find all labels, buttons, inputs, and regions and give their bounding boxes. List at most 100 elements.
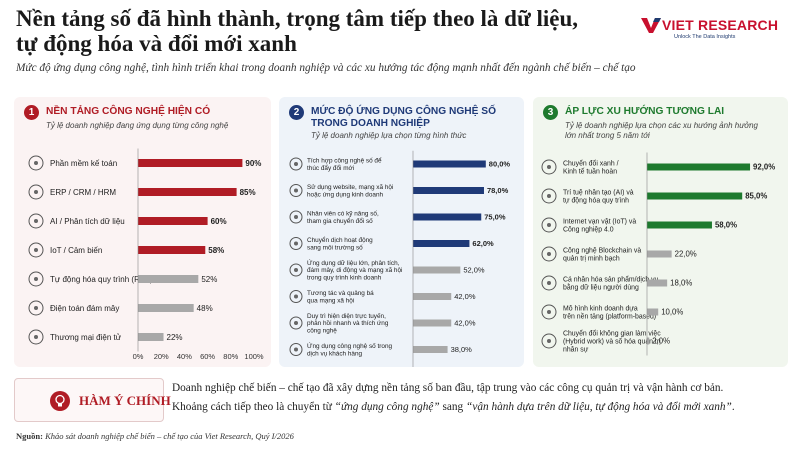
category-label-line: Trí tuệ nhân tạo (AI) và: [563, 189, 634, 196]
category-label-line: Ứng dụng dữ liệu lớn, phân tích,: [307, 258, 400, 267]
category-label-line: Nhân viên có kỹ năng số,: [307, 209, 379, 218]
category-label-line: Phần mềm kế toán: [50, 159, 117, 168]
page-title: Nền tảng số đã hình thành, trọng tâm tiế…: [16, 6, 616, 56]
category-label-line: Chuyển đổi không gian làm việc: [563, 329, 661, 337]
robot-arm-icon-dot: [34, 277, 38, 281]
brand-name: VIET RESEARCH: [662, 17, 779, 33]
category-label: Công nghệ Blockchain và quản trị minh bạc…: [563, 247, 641, 262]
category-label: Trí tuệ nhân tạo (AI) và tự động hóa quy …: [563, 189, 634, 204]
category-label-line: Duy trì hiện diện trực tuyến,: [307, 311, 386, 320]
bar: [647, 221, 712, 229]
category-label-line: tham gia chuyển đổi số: [307, 216, 373, 225]
panel-future-trends: 3 ÁP LỰC XU HƯỚNG TƯƠNG LAI Tỷ lệ doanh …: [533, 97, 788, 367]
value-label: 2,0%: [652, 337, 670, 346]
calculator-icon: [28, 155, 44, 171]
bar: [138, 159, 243, 167]
analytics-icon-shape: [289, 263, 303, 277]
category-label-line: dịch vụ khách hàng: [307, 350, 363, 357]
category-label-line: IoT / Cảm biến: [50, 246, 102, 255]
bar: [413, 240, 470, 247]
blockchain-icon: [541, 246, 557, 262]
value-label: 62,0%: [472, 239, 494, 248]
panel-title-line-2: TRONG DOANH NGHIỆP: [311, 118, 430, 129]
chat-icon-shape: [289, 184, 303, 197]
chat-icon: [289, 184, 303, 197]
ai-chip-icon: [541, 188, 557, 204]
panel-subtitle: Tỷ lệ doanh nghiệp đang ứng dụng từng cô…: [46, 121, 229, 130]
platform-icon: [541, 304, 557, 320]
category-label: Nhân viên có kỹ năng số, tham gia chuyển …: [307, 209, 379, 225]
value-label: 90%: [245, 159, 261, 168]
robot-arm-icon: [28, 271, 44, 287]
category-label-line: đám mây, di động và mạng xã hội: [307, 267, 402, 274]
category-label: Sử dụng website, mạng xã hội hoặc ứng dụn…: [307, 183, 393, 198]
panel-title: ÁP LỰC XU HƯỚNG TƯƠNG LAI: [565, 106, 725, 117]
category-label-line: tự động hóa quy trình: [563, 197, 629, 204]
category-label: Tương tác và quảng bá qua mạng xã hội: [307, 290, 374, 304]
implication-line-2: Khoảng cách tiếp theo là chuyển từ “ứng …: [172, 401, 735, 413]
bar: [413, 266, 461, 274]
cloud-icon-dot: [34, 306, 38, 310]
page-subtitle: Mức độ ứng dụng công nghệ, tình hình tri…: [16, 62, 636, 74]
x-tick-label: 100%: [244, 352, 264, 361]
bar: [647, 250, 672, 258]
category-label-line: Tự động hóa quy trình (RPA): [50, 275, 153, 284]
value-label: 80,0%: [489, 159, 511, 168]
x-tick-label: 40%: [177, 352, 192, 361]
hybrid-work-icon: [541, 333, 557, 349]
bar: [413, 187, 484, 194]
current-tech-bar-chart: Phần mềm kế toán 90% ERP / CRM / HRM 85% AI …: [28, 148, 264, 361]
network-icon-shape: [289, 157, 303, 171]
wifi-icon-dot: [34, 248, 38, 252]
panel-number-badge: 1: [24, 105, 39, 120]
bar: [138, 217, 208, 225]
implication-emphasis: “vận hành dựa trên dữ liệu, tự động hóa …: [466, 401, 732, 413]
category-label-line: qua mạng xã hội: [307, 297, 354, 304]
bar: [138, 246, 206, 254]
calculator-icon-shape: [28, 155, 44, 171]
people-icon-dot: [294, 215, 298, 219]
cloud-icon-shape: [28, 300, 44, 316]
panel-subtitle: Tỷ lệ doanh nghiệp lựa chọn các xu hướng…: [565, 121, 758, 141]
category-label: ERP / CRM / HRM: [50, 188, 116, 197]
ai-chip-icon-dot: [547, 194, 551, 198]
bar: [647, 308, 659, 316]
user-data-icon-dot: [547, 281, 551, 285]
panel-number-badge: 3: [543, 105, 558, 120]
panel-title: MỨC ĐỘ ỨNG DỤNG CÔNG NGHỆ SỐ TRONG DOANH…: [311, 106, 496, 130]
implication-label: HÀM Ý CHÍNH: [79, 393, 171, 408]
network-icon: [289, 157, 303, 171]
category-label-line: Chuyển đổi xanh /: [563, 159, 619, 167]
panel-number-badge: 2: [289, 105, 304, 120]
implication-text: Khoảng cách tiếp theo là chuyển từ: [172, 401, 335, 413]
x-tick-label: 0%: [133, 352, 144, 361]
cart-icon-dot: [34, 335, 38, 339]
category-label: Chuyển đổi không gian làm việc (Hybrid wo…: [563, 329, 661, 353]
x-tick-label: 20%: [154, 352, 169, 361]
user-data-icon: [541, 275, 557, 291]
category-label-line: trên nền tảng (platform-based): [563, 311, 656, 320]
ai-brain-icon-dot: [34, 219, 38, 223]
value-label: 92,0%: [753, 163, 775, 172]
robot-arm-icon-shape: [28, 271, 44, 287]
value-label: 48%: [197, 304, 213, 313]
value-label: 10,0%: [661, 308, 683, 317]
analytics-icon: [289, 263, 303, 277]
erp-icon-shape: [28, 184, 44, 200]
category-label-line: phản hồi nhanh và thích ứng: [307, 318, 389, 327]
value-label: 52%: [201, 275, 217, 284]
panel-subtitle-line-2: lớn nhất trong 5 năm tới: [565, 131, 650, 140]
bar: [647, 163, 751, 171]
implication-text: sang: [439, 401, 467, 413]
value-label: 58,0%: [715, 221, 737, 230]
value-label: 18,0%: [670, 279, 692, 288]
category-label-line: hoặc ứng dụng kinh doanh: [307, 191, 384, 198]
lightbulb-icon: [50, 391, 70, 411]
category-label: IoT / Cảm biến: [50, 246, 102, 255]
hybrid-work-icon-shape: [541, 333, 557, 349]
category-label-line: (Hybrid work) và số hóa quản trị: [563, 336, 661, 345]
category-label-line: Tích hợp công nghệ số để: [307, 156, 382, 165]
x-tick-label: 60%: [200, 352, 215, 361]
category-label-line: Tương tác và quảng bá: [307, 290, 374, 297]
category-label-line: Điện toán đám mây: [50, 304, 119, 313]
